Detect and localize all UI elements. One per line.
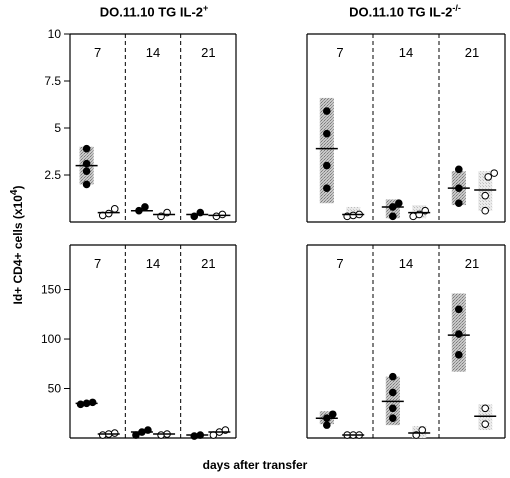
group-day-label: 7 [336,45,343,60]
filled-data-point [455,199,463,207]
y-tick-label: 150 [41,283,61,297]
open-data-point [110,205,119,213]
open-data-point [481,191,490,200]
filled-data-point [395,199,403,207]
filled-data-point [82,144,91,153]
y-tick-label: 2.5 [44,168,61,182]
filled-data-point [329,410,337,419]
group-day-label: 14 [146,45,160,60]
open-data-point [490,169,499,177]
filled-data-point [323,161,331,170]
filled-data-point [82,180,91,189]
y-tick-label: 7.5 [44,74,61,88]
column-title-superscript: + [203,3,209,13]
filled-data-point [389,414,397,423]
filled-data-point [455,330,463,338]
filled-data-point [323,421,331,429]
filled-data-point [455,165,463,174]
filled-data-point [455,305,463,314]
group-day-label: 14 [399,45,413,60]
group-day-label: 21 [465,45,479,60]
column-title-il2-knockout: DO.11.10 TG IL-2-/- [305,3,505,19]
group-day-label: 14 [146,256,160,271]
open-data-point [110,429,119,437]
filled-data-point [389,212,397,221]
open-data-point [157,431,165,439]
open-data-point [484,173,493,181]
open-data-point [98,431,107,439]
filled-data-point [190,432,199,440]
filled-data-point [141,203,149,211]
group-day-label: 14 [399,256,413,271]
column-title-text: DO.11.10 TG IL-2 [99,4,204,20]
filled-data-point [389,388,397,397]
group-day-label: 21 [465,256,479,271]
open-data-point [481,206,490,215]
y-tick-label: 50 [48,382,62,396]
filled-data-point [82,167,91,176]
filled-data-point [88,398,97,407]
column-title-text: DO.11.10 TG IL-2 [349,4,453,20]
filled-data-point [76,400,85,409]
group-day-label: 21 [201,256,215,271]
open-data-point [104,209,113,218]
open-data-point [218,210,227,219]
x-axis-label: days after transfer [202,458,308,472]
y-tick-label: 10 [48,27,62,41]
filled-data-point [323,107,331,115]
filled-data-point [389,404,397,413]
group-day-label: 7 [336,256,343,271]
group-day-label: 7 [94,256,101,271]
column-title-superscript: -/- [452,3,461,13]
open-data-point [481,420,490,428]
group-day-label: 7 [94,45,101,60]
y-tick-label: 5 [54,121,61,135]
group-day-label: 21 [201,45,215,60]
column-title-il2-positive: DO.11.10 TG IL-2+ [70,3,238,19]
filled-range-band [319,97,334,204]
open-data-point [349,211,358,220]
open-range-band [478,171,493,211]
filled-data-point [323,129,331,138]
open-data-point [481,404,490,413]
filled-data-point [323,184,331,192]
filled-data-point [455,351,463,359]
filled-data-point [389,372,397,381]
y-tick-label: 100 [41,332,61,346]
